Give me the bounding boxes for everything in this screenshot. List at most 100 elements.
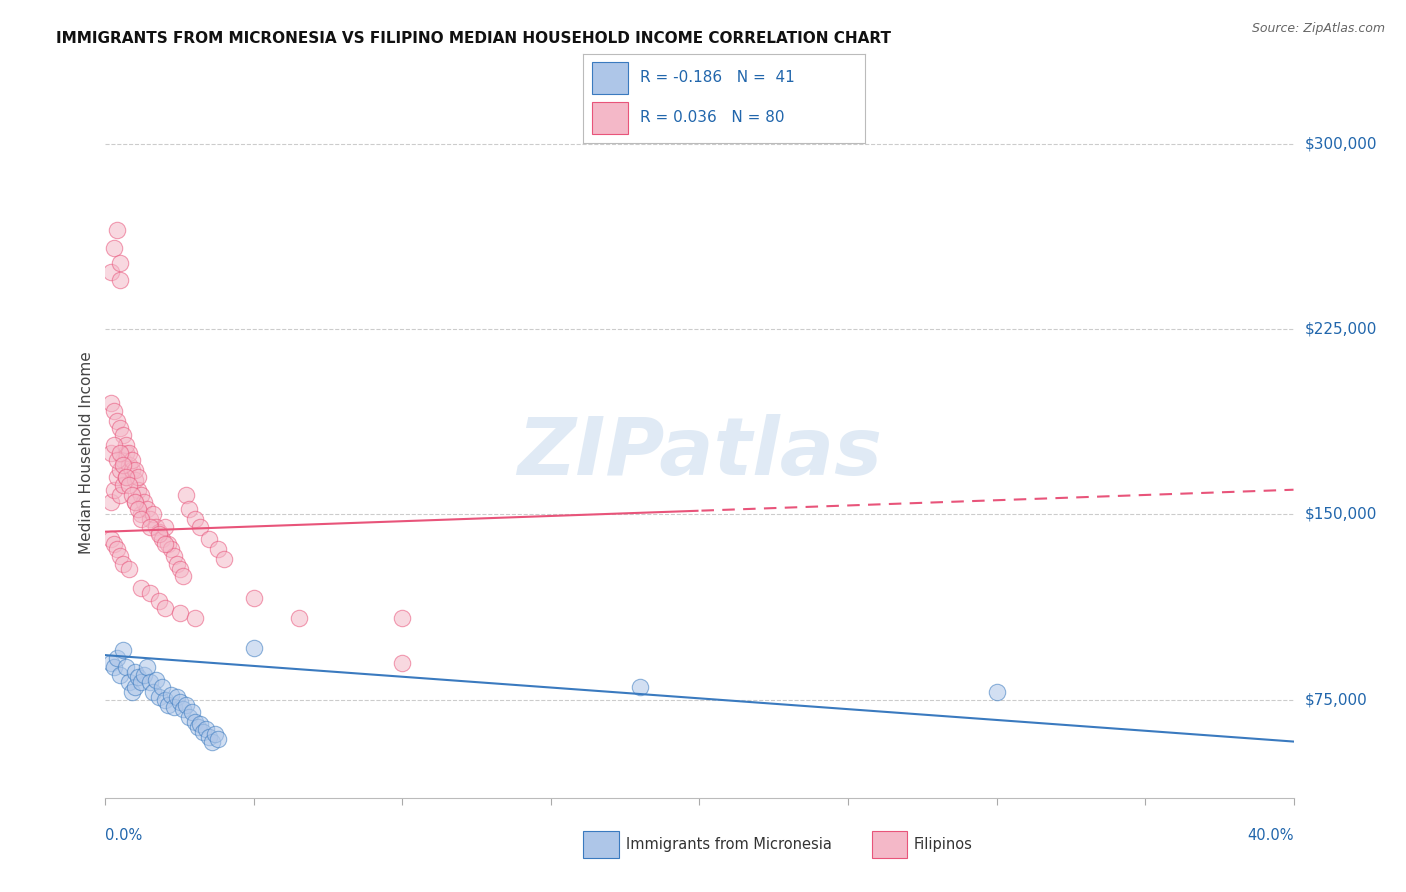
Point bbox=[287, 611, 309, 625]
Point bbox=[132, 668, 155, 682]
Point bbox=[391, 656, 413, 670]
Text: 0.0%: 0.0% bbox=[105, 828, 142, 843]
Point bbox=[127, 470, 149, 484]
Point bbox=[105, 414, 128, 428]
Point bbox=[169, 562, 191, 576]
Point bbox=[112, 458, 135, 472]
Bar bbox=[592, 62, 628, 94]
Point bbox=[156, 537, 179, 551]
Point bbox=[115, 660, 138, 674]
Point bbox=[183, 611, 205, 625]
Point bbox=[100, 446, 122, 460]
Point bbox=[145, 673, 167, 687]
Point bbox=[112, 428, 135, 442]
Point bbox=[129, 512, 152, 526]
Point bbox=[103, 241, 125, 255]
Point bbox=[177, 710, 200, 724]
Point bbox=[105, 650, 128, 665]
Point bbox=[148, 594, 170, 608]
Point bbox=[183, 714, 205, 729]
Point bbox=[103, 438, 125, 452]
Point bbox=[177, 502, 200, 516]
Point bbox=[142, 685, 165, 699]
Text: Immigrants from Micronesia: Immigrants from Micronesia bbox=[626, 838, 831, 852]
Point bbox=[124, 463, 146, 477]
Point bbox=[100, 396, 122, 410]
Point bbox=[110, 549, 132, 564]
Point bbox=[110, 488, 132, 502]
Point bbox=[129, 488, 152, 502]
Point bbox=[118, 446, 141, 460]
Point bbox=[166, 690, 188, 705]
Point bbox=[103, 537, 125, 551]
Point bbox=[110, 463, 132, 477]
Point bbox=[172, 569, 194, 583]
Point bbox=[148, 524, 170, 539]
Text: IMMIGRANTS FROM MICRONESIA VS FILIPINO MEDIAN HOUSEHOLD INCOME CORRELATION CHART: IMMIGRANTS FROM MICRONESIA VS FILIPINO M… bbox=[56, 31, 891, 46]
Point bbox=[163, 700, 186, 714]
Point bbox=[118, 675, 141, 690]
Point bbox=[103, 403, 125, 417]
Point bbox=[139, 586, 162, 600]
Point bbox=[172, 702, 194, 716]
Point bbox=[118, 458, 141, 472]
Point bbox=[150, 532, 173, 546]
Point bbox=[159, 541, 181, 556]
Point bbox=[174, 698, 197, 712]
Point bbox=[153, 692, 176, 706]
Text: 40.0%: 40.0% bbox=[1247, 828, 1294, 843]
Point bbox=[243, 640, 266, 655]
Point bbox=[163, 549, 186, 564]
Point bbox=[124, 665, 146, 680]
Point bbox=[169, 695, 191, 709]
Point bbox=[159, 688, 181, 702]
Point bbox=[129, 675, 152, 690]
Point bbox=[174, 488, 197, 502]
Point bbox=[115, 446, 138, 460]
Point bbox=[183, 512, 205, 526]
Point bbox=[121, 685, 143, 699]
Point bbox=[121, 453, 143, 467]
Point bbox=[110, 255, 132, 269]
Point bbox=[148, 527, 170, 541]
Point bbox=[243, 591, 266, 606]
Point bbox=[198, 730, 221, 744]
Text: ZIPatlas: ZIPatlas bbox=[517, 414, 882, 491]
Point bbox=[129, 582, 152, 596]
Point bbox=[112, 643, 135, 657]
Point bbox=[142, 508, 165, 522]
Point bbox=[103, 660, 125, 674]
Point bbox=[100, 495, 122, 509]
Text: Filipinos: Filipinos bbox=[914, 838, 973, 852]
Point bbox=[105, 223, 128, 237]
Text: $150,000: $150,000 bbox=[1305, 507, 1376, 522]
Point bbox=[204, 727, 226, 741]
Point bbox=[100, 656, 122, 670]
Y-axis label: Median Household Income: Median Household Income bbox=[79, 351, 94, 554]
Point bbox=[127, 502, 149, 516]
Point bbox=[115, 470, 138, 484]
Point bbox=[115, 470, 138, 484]
Point bbox=[112, 557, 135, 571]
Point bbox=[105, 470, 128, 484]
Point bbox=[153, 537, 176, 551]
Point bbox=[110, 668, 132, 682]
Point bbox=[110, 273, 132, 287]
Bar bbox=[592, 102, 628, 134]
Point bbox=[121, 463, 143, 477]
Point bbox=[195, 723, 218, 737]
Point bbox=[166, 557, 188, 571]
Point bbox=[198, 532, 221, 546]
Point bbox=[214, 552, 236, 566]
Point bbox=[207, 732, 229, 747]
Text: $225,000: $225,000 bbox=[1305, 322, 1376, 337]
Text: $75,000: $75,000 bbox=[1305, 692, 1368, 707]
Point bbox=[110, 446, 132, 460]
Point bbox=[139, 675, 162, 690]
Point bbox=[153, 520, 176, 534]
Point bbox=[145, 520, 167, 534]
Point bbox=[193, 724, 215, 739]
Point bbox=[121, 488, 143, 502]
Point bbox=[129, 508, 152, 522]
Point bbox=[186, 720, 208, 734]
